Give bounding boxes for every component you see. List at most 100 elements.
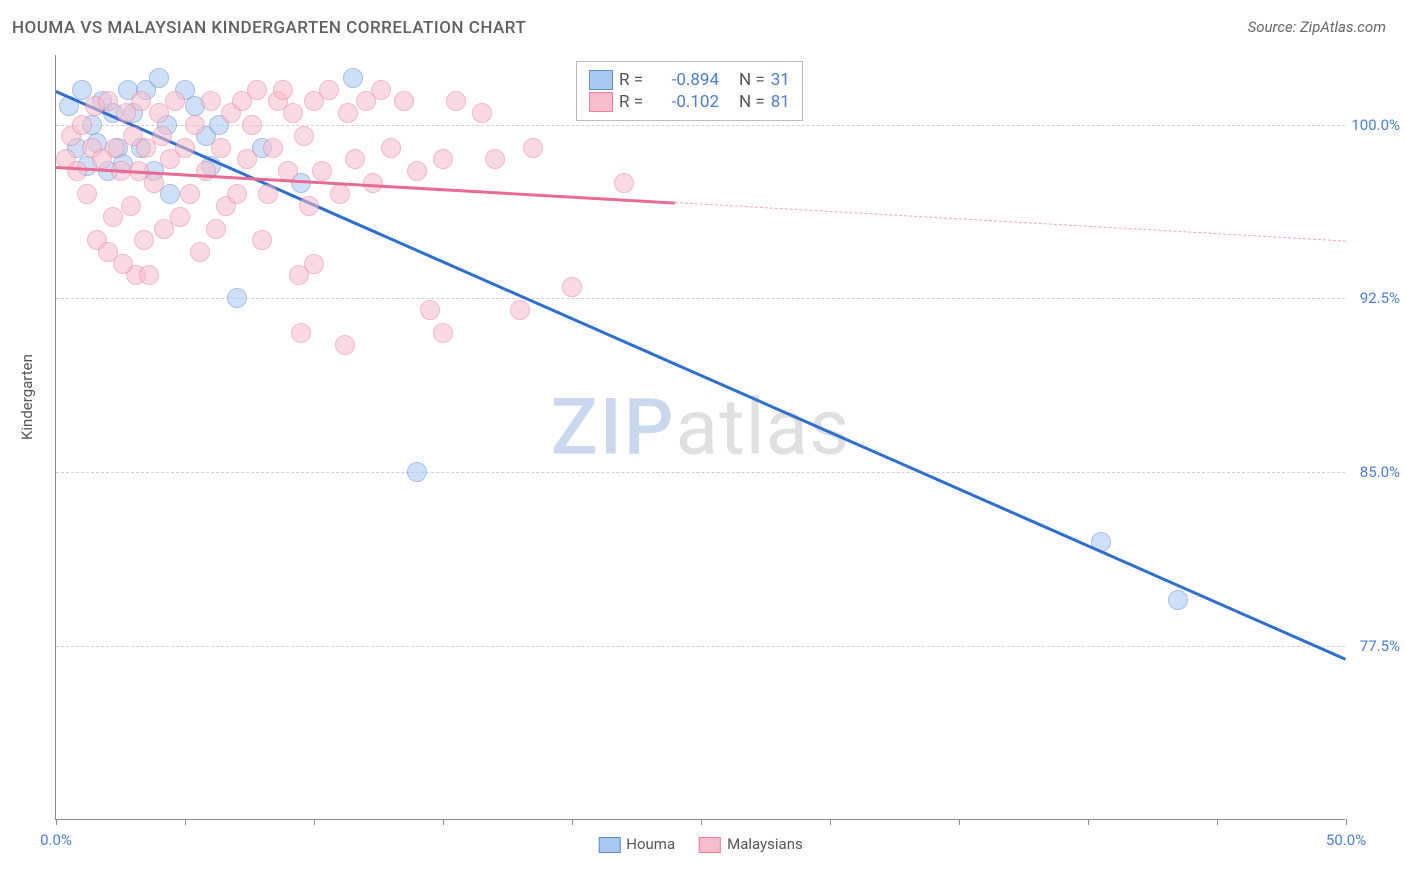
- scatter-point: [485, 149, 505, 169]
- scatter-point: [237, 149, 257, 169]
- scatter-point: [144, 173, 164, 193]
- y-tick-label: 77.5%: [1360, 637, 1400, 655]
- scatter-point: [105, 138, 125, 158]
- malaysians-swatch: [699, 837, 721, 853]
- legend-n-label: N =: [739, 70, 765, 90]
- scatter-point: [152, 126, 172, 146]
- gridline-h: [56, 472, 1345, 473]
- y-tick-label: 100.0%: [1351, 116, 1400, 134]
- x-tick: [830, 819, 831, 825]
- scatter-point: [67, 161, 87, 181]
- x-tick: [443, 819, 444, 825]
- stats-legend: R =-0.894N = 31R = -0.102 N = 81: [576, 61, 803, 121]
- series-legend-malaysians: Malaysians: [699, 835, 803, 853]
- scatter-point: [263, 138, 283, 158]
- scatter-point: [614, 173, 634, 193]
- legend-n-label: N =: [739, 92, 765, 112]
- scatter-point: [363, 173, 383, 193]
- scatter-point: [345, 149, 365, 169]
- scatter-point: [211, 138, 231, 158]
- x-tick: [959, 819, 960, 825]
- chart-title: HOUMA VS MALAYSIAN KINDERGARTEN CORRELAT…: [12, 18, 526, 38]
- scatter-point: [472, 103, 492, 123]
- scatter-point: [291, 323, 311, 343]
- scatter-point: [185, 115, 205, 135]
- scatter-point: [252, 230, 272, 250]
- regression-line: [675, 202, 1346, 242]
- scatter-point: [1168, 590, 1188, 610]
- stats-legend-row: R = -0.102 N = 81: [589, 92, 790, 112]
- regression-line: [55, 90, 1346, 660]
- scatter-point: [165, 91, 185, 111]
- scatter-point: [371, 80, 391, 100]
- stats-legend-row: R =-0.894N = 31: [589, 70, 790, 90]
- houma-swatch: [598, 837, 620, 853]
- y-tick-label: 92.5%: [1360, 289, 1400, 307]
- legend-swatch: [589, 92, 613, 112]
- scatter-point: [407, 161, 427, 181]
- scatter-point: [139, 265, 159, 285]
- scatter-point: [170, 207, 190, 227]
- x-tick: [1217, 819, 1218, 825]
- scatter-point: [510, 300, 530, 320]
- scatter-point: [206, 219, 226, 239]
- scatter-point: [433, 149, 453, 169]
- scatter-point: [446, 91, 466, 111]
- x-tick: [1088, 819, 1089, 825]
- scatter-point: [562, 277, 582, 297]
- legend-r-value: -0.102: [649, 92, 719, 112]
- scatter-point: [227, 184, 247, 204]
- y-tick-label: 85.0%: [1360, 463, 1400, 481]
- scatter-point: [381, 138, 401, 158]
- legend-n-value: 31: [771, 70, 790, 90]
- x-tick: [701, 819, 702, 825]
- scatter-point: [134, 230, 154, 250]
- houma-label: Houma: [626, 835, 675, 853]
- scatter-point: [523, 138, 543, 158]
- series-legend-houma: Houma: [598, 835, 675, 853]
- gridline-h: [56, 298, 1345, 299]
- scatter-point: [338, 103, 358, 123]
- scatter-point: [227, 288, 247, 308]
- scatter-point: [294, 126, 314, 146]
- scatter-point: [196, 161, 216, 181]
- scatter-point: [131, 91, 151, 111]
- scatter-point: [304, 254, 324, 274]
- scatter-point: [98, 91, 118, 111]
- chart-container: HOUMA VS MALAYSIAN KINDERGARTEN CORRELAT…: [0, 0, 1406, 892]
- x-tick: [185, 819, 186, 825]
- scatter-point: [319, 80, 339, 100]
- scatter-point: [72, 115, 92, 135]
- scatter-point: [103, 207, 123, 227]
- scatter-point: [201, 91, 221, 111]
- x-tick: [314, 819, 315, 825]
- scatter-point: [343, 68, 363, 88]
- scatter-point: [77, 184, 97, 204]
- legend-swatch: [589, 70, 613, 90]
- scatter-point: [299, 196, 319, 216]
- scatter-point: [278, 161, 298, 181]
- plot-area: ZIPatlas R =-0.894N = 31R =-0.102N = 81 …: [55, 55, 1345, 820]
- x-tick: [1346, 819, 1347, 825]
- x-tick-label: 50.0%: [1326, 831, 1366, 849]
- scatter-point: [394, 91, 414, 111]
- scatter-point: [433, 323, 453, 343]
- x-tick: [56, 819, 57, 825]
- x-tick: [572, 819, 573, 825]
- legend-n-value: 81: [771, 92, 790, 112]
- scatter-point: [283, 103, 303, 123]
- scatter-point: [149, 68, 169, 88]
- scatter-point: [330, 184, 350, 204]
- series-legend: Houma Malaysians: [598, 835, 802, 853]
- x-tick-label: 0.0%: [40, 831, 72, 849]
- scatter-point: [335, 335, 355, 355]
- scatter-point: [312, 161, 332, 181]
- scatter-point: [242, 115, 262, 135]
- watermark-zip: ZIP: [551, 382, 676, 473]
- scatter-point: [247, 80, 267, 100]
- malaysians-label: Malaysians: [727, 835, 803, 853]
- y-axis-label: Kindergarten: [18, 354, 36, 440]
- scatter-point: [258, 184, 278, 204]
- legend-r-label: R =: [619, 92, 643, 112]
- scatter-point: [273, 80, 293, 100]
